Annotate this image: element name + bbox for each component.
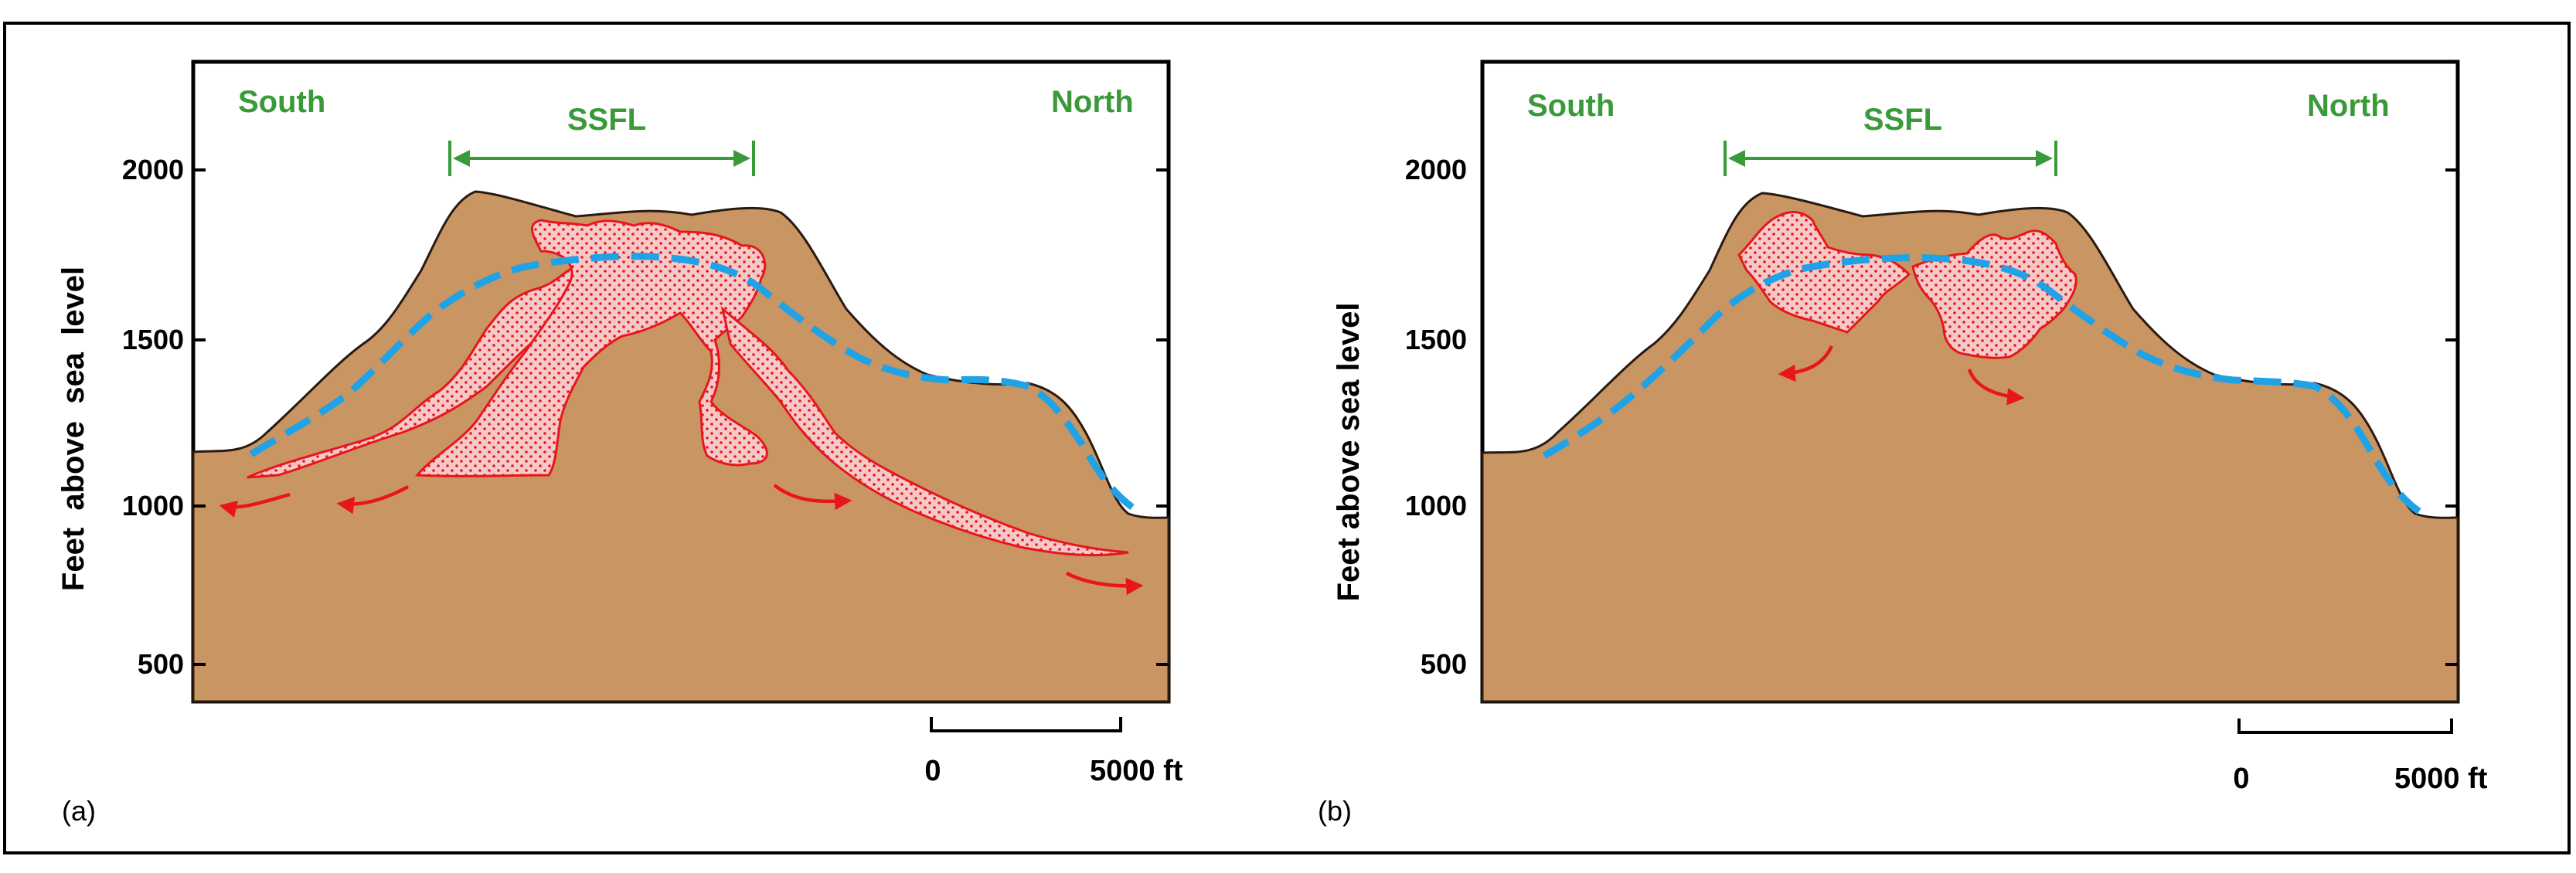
flow-arrow-b-2 — [1967, 369, 2025, 406]
flow-arrow-a-3 — [773, 484, 852, 511]
scale-end-a: 5000 ft — [1090, 755, 1183, 787]
y-tick-label-a-2000: 2000 — [122, 154, 184, 185]
plume-right-b — [1911, 229, 2077, 359]
y-axis-label-a: Feet above sea level — [56, 267, 90, 591]
flow-arrow-b-1 — [1778, 345, 1834, 382]
ground-profile-b — [1481, 192, 2459, 703]
ssfl-arrowhead-right-b — [2036, 150, 2053, 167]
south-label-a: South — [238, 85, 325, 119]
y-tick-label-a-1000: 1000 — [122, 490, 184, 521]
ground-profile-a — [192, 190, 1170, 703]
panel-label-b: (b) — [1318, 795, 1352, 827]
y-tick-label-b-2000: 2000 — [1405, 154, 1467, 185]
ssfl-arrowhead-left-b — [1728, 150, 1745, 167]
plume-right-a — [720, 305, 1129, 557]
panel-a: 2000 1500 1000 500 Feet above sea level … — [56, 59, 1183, 827]
south-label-b: South — [1527, 89, 1615, 123]
panel-label-a: (a) — [62, 795, 96, 827]
ssfl-label-b: SSFL — [1863, 103, 1942, 137]
water-table-b — [1542, 254, 2421, 515]
outer-frame — [3, 22, 2571, 854]
scale-zero-b: 0 — [2233, 763, 2249, 795]
ssfl-arrowhead-left-a — [453, 150, 470, 167]
y-tick-label-a-500: 500 — [138, 648, 184, 680]
flow-arrow-a-4 — [1065, 572, 1144, 596]
flow-arrow-a-1 — [219, 492, 291, 518]
y-axis-label-b: Feet above sea level — [1332, 303, 1366, 602]
plume-left-a — [247, 265, 581, 479]
ssfl-label-a: SSFL — [567, 103, 646, 137]
scale-zero-a: 0 — [924, 755, 941, 787]
y-tick-label-b-500: 500 — [1421, 648, 1467, 680]
scale-bar-b — [2237, 718, 2453, 734]
y-tick-label-b-1000: 1000 — [1405, 490, 1467, 521]
ssfl-arrowhead-right-a — [733, 150, 750, 167]
y-tick-label-a-1500: 1500 — [122, 324, 184, 355]
y-tick-label-b-1500: 1500 — [1405, 324, 1467, 355]
water-table-a — [249, 253, 1138, 513]
panel-b: 2000 1500 1000 500 Feet above sea level … — [1318, 59, 2488, 827]
north-label-b: North — [2307, 89, 2390, 123]
scale-end-b: 5000 ft — [2394, 763, 2488, 795]
scale-bar-a — [930, 717, 1122, 732]
north-label-a: North — [1051, 85, 1134, 119]
plume-left-b — [1737, 211, 1911, 334]
flow-arrow-a-2 — [336, 485, 410, 515]
